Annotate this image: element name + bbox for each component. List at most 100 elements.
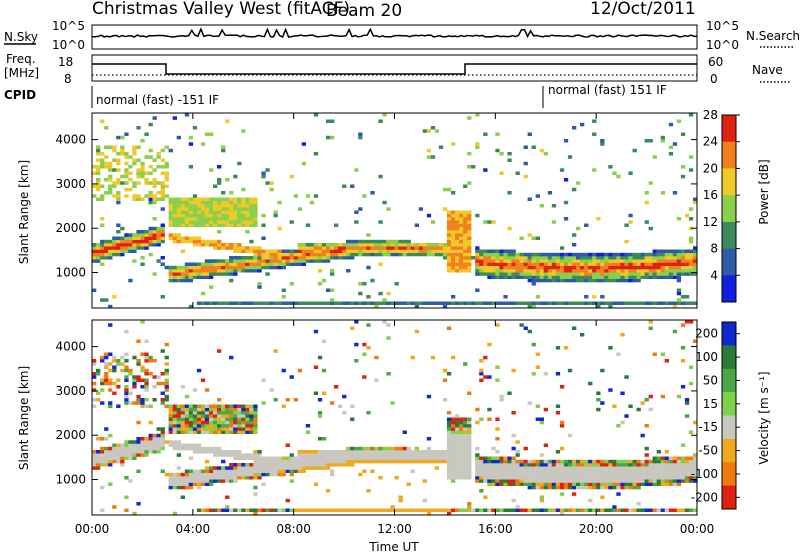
data-cell	[213, 427, 218, 431]
data-cell	[100, 378, 105, 382]
data-cell	[273, 210, 278, 214]
data-cell	[152, 226, 157, 231]
data-cell	[116, 359, 121, 363]
data-cell	[515, 505, 520, 509]
data-cell	[451, 191, 456, 195]
data-cell	[547, 459, 553, 464]
data-cell	[430, 453, 436, 457]
data-cell	[664, 482, 669, 486]
data-cell	[418, 459, 423, 464]
data-cell	[652, 252, 657, 257]
data-cell	[249, 472, 254, 477]
data-cell	[475, 301, 480, 305]
data-cell	[217, 407, 222, 412]
data-cell	[563, 466, 569, 470]
data-cell	[192, 430, 198, 434]
data-cell	[233, 200, 238, 205]
data-cell	[100, 161, 105, 166]
data-cell	[612, 272, 617, 276]
data-cell	[463, 362, 468, 366]
data-cell	[576, 259, 581, 263]
data-cell	[140, 161, 145, 166]
data-cell	[346, 239, 351, 244]
data-cell	[555, 269, 561, 273]
data-cell	[104, 459, 109, 464]
data-cell	[572, 256, 577, 260]
data-cell	[253, 511, 258, 516]
data-cell	[225, 269, 230, 273]
data-cell	[680, 508, 686, 512]
data-cell	[455, 456, 460, 460]
data-cell	[301, 243, 306, 247]
data-cell	[144, 388, 149, 392]
data-cell	[446, 269, 452, 273]
data-cell	[209, 469, 214, 473]
data-cell	[572, 259, 577, 263]
data-cell	[576, 265, 581, 270]
x-axis-label: Time UT	[368, 540, 419, 554]
data-cell	[229, 479, 234, 483]
data-cell	[483, 168, 488, 172]
data-cell	[334, 256, 339, 260]
data-cell	[188, 204, 194, 208]
data-cell	[229, 453, 234, 457]
data-cell	[305, 453, 311, 457]
data-cell	[172, 223, 177, 227]
data-cell	[140, 404, 145, 408]
data-cell	[358, 135, 363, 140]
data-cell	[483, 256, 488, 260]
data-cell	[479, 256, 484, 260]
data-cell	[390, 453, 395, 457]
data-cell	[204, 220, 210, 224]
data-cell	[676, 275, 682, 279]
data-cell	[366, 446, 371, 451]
data-cell	[277, 262, 282, 266]
data-cell	[92, 243, 97, 247]
data-cell	[495, 427, 500, 431]
data-cell	[116, 236, 121, 240]
data-cell	[543, 508, 548, 512]
data-cell	[132, 453, 137, 457]
data-cell	[313, 243, 319, 247]
data-cell	[325, 456, 331, 460]
data-cell	[213, 424, 218, 428]
data-cell	[160, 171, 165, 175]
data-cell	[588, 479, 593, 483]
data-cell	[688, 168, 694, 172]
data-cell	[463, 265, 468, 270]
data-cell	[475, 269, 480, 273]
data-cell	[229, 217, 234, 221]
data-cell	[237, 204, 242, 208]
data-cell	[479, 262, 484, 266]
data-cell	[467, 165, 472, 169]
noise-right-top-tick: 10^5	[706, 19, 739, 33]
data-cell	[148, 122, 153, 127]
data-cell	[519, 479, 524, 483]
data-cell	[567, 459, 573, 464]
data-cell	[192, 388, 198, 392]
data-cell	[172, 210, 177, 214]
data-cell	[572, 301, 577, 305]
data-cell	[253, 411, 258, 415]
data-cell	[463, 430, 468, 434]
data-cell	[531, 472, 536, 477]
data-cell	[241, 404, 246, 408]
data-cell	[475, 472, 480, 477]
data-cell	[572, 243, 577, 247]
colorbar-swatch	[722, 248, 736, 276]
data-cell	[382, 243, 387, 247]
y-tick-label: 2000	[55, 428, 86, 442]
data-cell	[128, 450, 133, 454]
data-cell	[608, 262, 613, 266]
data-cell	[551, 272, 557, 276]
data-cell	[249, 417, 254, 421]
data-cell	[398, 239, 403, 244]
data-cell	[132, 450, 137, 454]
data-cell	[213, 259, 218, 263]
data-cell	[350, 249, 355, 253]
data-cell	[148, 443, 153, 447]
data-cell	[172, 443, 177, 447]
data-cell	[576, 469, 581, 473]
data-cell	[330, 243, 335, 247]
data-cell	[229, 469, 234, 473]
